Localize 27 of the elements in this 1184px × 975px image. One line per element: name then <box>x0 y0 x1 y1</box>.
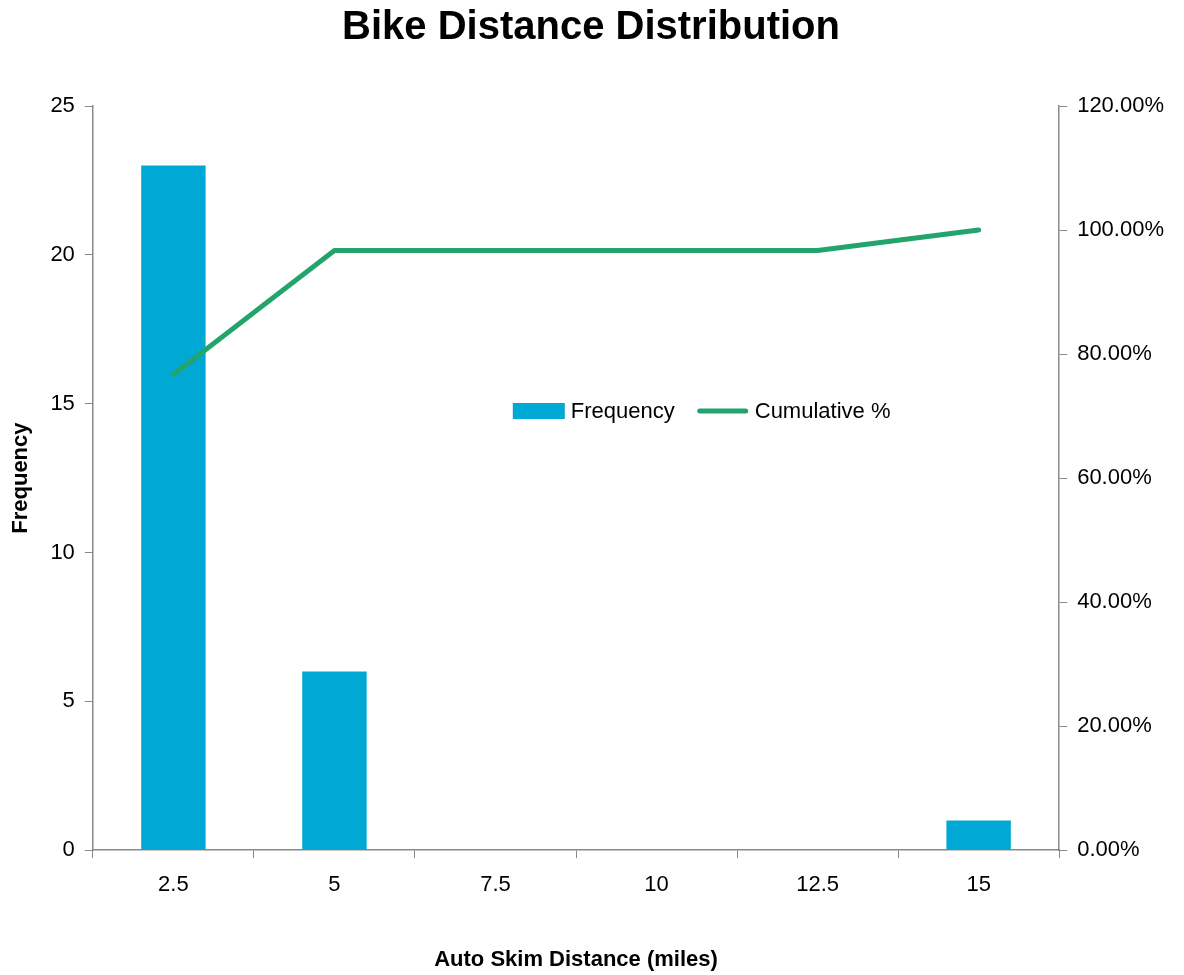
y-tick-label: 5 <box>62 687 75 713</box>
bar <box>946 820 1011 850</box>
x-tick-label: 15 <box>966 871 991 897</box>
y-tick-label: 0 <box>62 836 75 862</box>
x-tick-label: 5 <box>328 871 341 897</box>
bar <box>302 671 367 850</box>
y-axis-title: Frequency <box>7 421 33 534</box>
y-tick-label: 10 <box>50 538 75 564</box>
y2-tick-label: 60.00% <box>1077 464 1152 490</box>
y-tick-label: 15 <box>50 389 75 415</box>
x-axis-title: Auto Skim Distance (miles) <box>434 945 718 971</box>
legend-label: Frequency <box>570 398 675 424</box>
bar <box>141 165 206 850</box>
y2-tick-label: 100.00% <box>1077 216 1165 242</box>
chart-title: Bike Distance Distribution <box>342 3 840 48</box>
y2-tick-label: 0.00% <box>1077 836 1140 862</box>
x-tick-label: 7.5 <box>480 871 511 897</box>
y-tick-label: 20 <box>50 240 75 266</box>
x-tick-label: 2.5 <box>158 871 189 897</box>
y2-tick-label: 80.00% <box>1077 340 1152 366</box>
x-tick-label: 10 <box>644 871 669 897</box>
x-tick-label: 12.5 <box>796 871 839 897</box>
y2-tick-label: 20.00% <box>1077 712 1152 738</box>
legend-label: Cumulative % <box>754 398 891 424</box>
y2-tick-label: 40.00% <box>1077 588 1152 614</box>
y-tick-label: 25 <box>50 92 75 118</box>
y2-tick-label: 120.00% <box>1077 92 1165 118</box>
